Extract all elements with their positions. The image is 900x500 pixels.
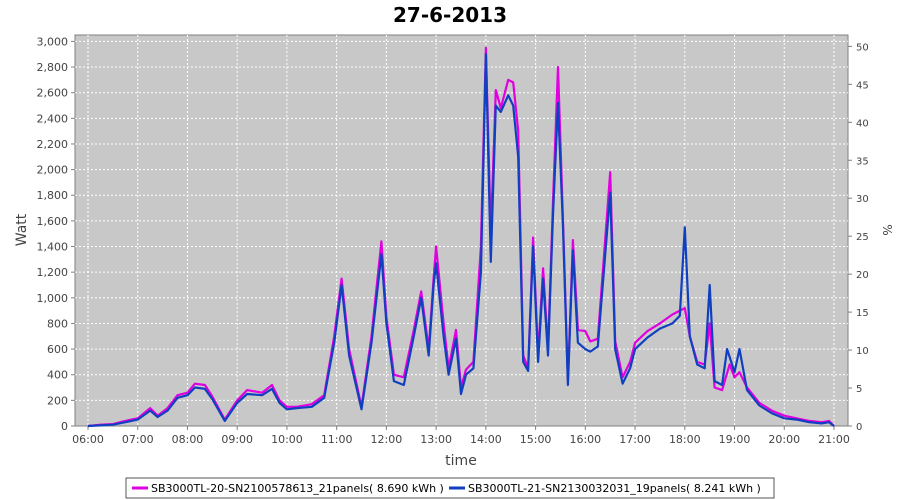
y-tick-label: 400 xyxy=(47,369,68,382)
y-tick-label: 2,000 xyxy=(37,164,69,177)
x-tick-label: 08:00 xyxy=(172,433,204,446)
plot-area xyxy=(74,34,849,427)
y2-tick-label: 45 xyxy=(856,80,869,91)
y2-tick-label: 10 xyxy=(856,346,869,357)
y2-tick-label: 40 xyxy=(856,118,869,129)
chart-title: 27-6-2013 xyxy=(393,3,507,27)
x-tick-label: 14:00 xyxy=(470,433,502,446)
y-tick-label: 600 xyxy=(47,343,68,356)
y2-tick-label: 15 xyxy=(856,308,869,319)
x-tick-label: 15:00 xyxy=(520,433,552,446)
legend-entry-label: SB3000TL-20-SN2100578613_21panels( 8.690… xyxy=(151,482,444,495)
y-tick-label: 1,600 xyxy=(37,215,69,228)
legend: SB3000TL-20-SN2100578613_21panels( 8.690… xyxy=(132,482,761,495)
y2-axis-label: % xyxy=(880,224,894,235)
y-tick-label: 2,200 xyxy=(37,138,69,151)
y-tick-label: 2,800 xyxy=(37,61,69,74)
x-tick-label: 17:00 xyxy=(619,433,651,446)
series-line-2 xyxy=(87,53,835,428)
y2-tick-label: 20 xyxy=(856,270,869,281)
x-tick-label: 20:00 xyxy=(768,433,800,446)
grid xyxy=(75,35,848,426)
x-axis: 06:00 07:00 08:00 09:00 10:00 11:00 12:00 13:00… xyxy=(72,426,850,446)
x-tick-label: 10:00 xyxy=(271,433,303,446)
y2-tick-label: 50 xyxy=(856,42,869,53)
y-tick-label: 1,000 xyxy=(37,292,69,305)
y-tick-label: 2,600 xyxy=(37,87,69,100)
y-tick-label: 1,400 xyxy=(37,241,69,254)
y-tick-label: 1,800 xyxy=(37,189,69,202)
x-tick-label: 09:00 xyxy=(221,433,253,446)
x-tick-label: 18:00 xyxy=(669,433,701,446)
x-tick-label: 11:00 xyxy=(321,433,353,446)
y-tick-label: 800 xyxy=(47,317,68,330)
y-axis-label: Watt xyxy=(14,213,30,246)
y-tick-label: 0 xyxy=(61,420,68,433)
x-tick-label: 13:00 xyxy=(420,433,452,446)
series-line-1 xyxy=(87,46,835,428)
x-tick-label: 06:00 xyxy=(72,433,104,446)
x-tick-label: 12:00 xyxy=(371,433,403,446)
y-tick-label: 200 xyxy=(47,394,68,407)
y2-tick-label: 5 xyxy=(856,384,862,395)
legend-entry-label: SB3000TL-21-SN2130032031_19panels( 8.241… xyxy=(468,482,761,495)
y2-tick-label: 0 xyxy=(856,422,862,433)
x-tick-label: 16:00 xyxy=(569,433,601,446)
y-tick-label: 2,400 xyxy=(37,112,69,125)
y-tick-label: 1,200 xyxy=(37,266,69,279)
y2-tick-label: 30 xyxy=(856,194,869,205)
series-group xyxy=(87,46,835,428)
x-tick-label: 07:00 xyxy=(122,433,154,446)
right-axis: 0 5 10 15 20 25 30 35 40 45 50 xyxy=(848,42,869,433)
y2-tick-label: 25 xyxy=(856,232,869,243)
x-axis-label: time xyxy=(445,453,477,469)
x-tick-label: 19:00 xyxy=(719,433,751,446)
x-tick-label: 21:00 xyxy=(818,433,850,446)
y2-tick-label: 35 xyxy=(856,156,869,167)
left-axis: 0 200 400 600 800 1,000 1,200 1,400 1,600 1,800 2,… xyxy=(37,35,75,433)
y-tick-label: 3,000 xyxy=(37,35,69,48)
